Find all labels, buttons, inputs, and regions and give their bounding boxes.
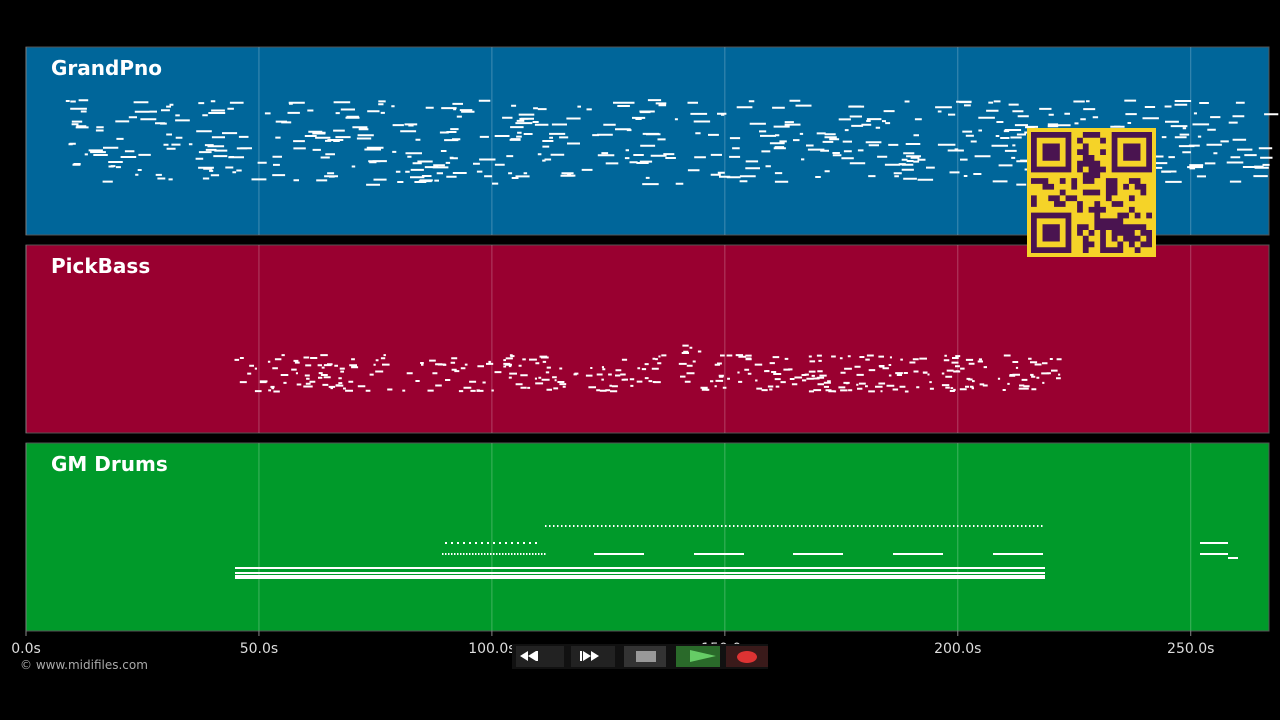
record-icon — [737, 651, 757, 663]
note-texture — [235, 525, 1238, 579]
copyright: © www.midifiles.com — [20, 658, 148, 672]
transport-controls — [512, 644, 768, 669]
forward-icon — [580, 651, 599, 661]
play-icon — [690, 650, 716, 662]
track-name: GM Drums — [51, 452, 168, 476]
track-name: PickBass — [51, 254, 150, 278]
tick-label: 0.0s — [11, 641, 41, 657]
rewind-icon — [520, 651, 538, 661]
qr-pattern — [1031, 132, 1152, 253]
note-texture — [234, 344, 1062, 393]
track-name: GrandPno — [51, 56, 162, 80]
note-texture — [65, 99, 1279, 186]
tick-label: 50.0s — [240, 641, 278, 657]
tick-label: 200.0s — [934, 641, 981, 657]
track-panel — [25, 244, 1270, 434]
tick-label: 100.0s — [468, 641, 515, 657]
stop-icon — [636, 651, 656, 662]
tick-label: 250.0s — [1167, 641, 1214, 657]
track-panel — [25, 442, 1270, 632]
